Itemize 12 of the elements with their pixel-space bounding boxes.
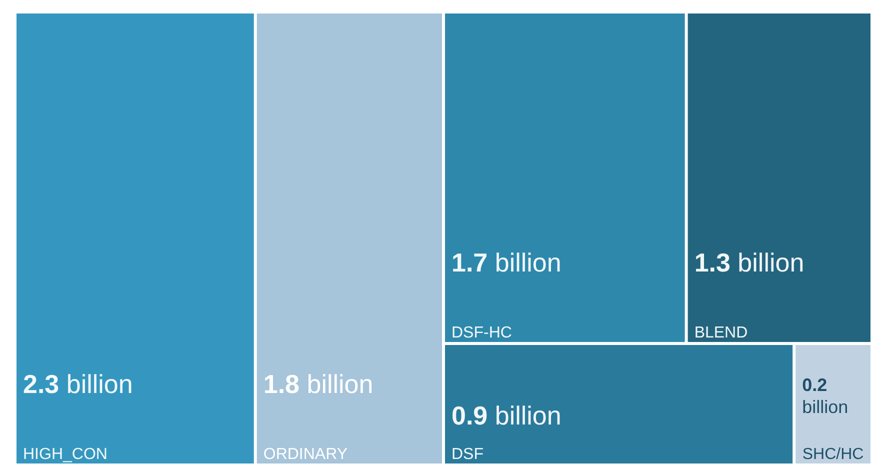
data-label: 1.3 billion (694, 247, 804, 278)
category-label: DSF (452, 446, 484, 463)
data-label: 0.2 billion (802, 375, 848, 417)
category-label: DSF-HC (452, 324, 512, 342)
category-label: ORDINARY (263, 446, 348, 463)
category-label: SHC/HC (802, 446, 864, 463)
data-label: 2.3 billion (23, 369, 133, 399)
data-label: 1.8 billion (263, 369, 374, 399)
category-label: BLEND (694, 324, 748, 342)
category-label: HIGH_CON (23, 446, 108, 463)
data-label: 0.9 billion (452, 400, 562, 431)
data-label: 1.7 billion (452, 247, 562, 278)
